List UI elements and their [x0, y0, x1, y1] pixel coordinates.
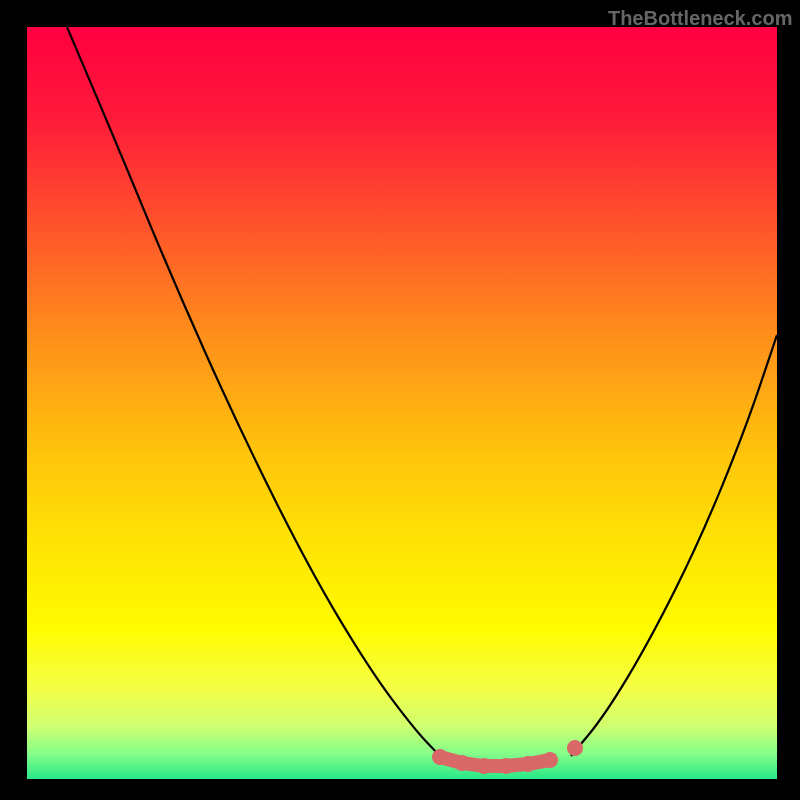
chart-container: TheBottleneck.com — [0, 0, 800, 800]
floor-marker-dot — [454, 755, 470, 771]
floor-marker-dot — [432, 749, 448, 765]
floor-marker-dot — [476, 758, 492, 774]
floor-marker-dot — [542, 752, 558, 768]
floor-marker-dot — [498, 758, 514, 774]
floor-marker-dot-separate — [567, 740, 583, 756]
floor-marker-dot — [520, 756, 536, 772]
bottleneck-chart — [0, 0, 800, 800]
watermark-text: TheBottleneck.com — [608, 8, 792, 31]
